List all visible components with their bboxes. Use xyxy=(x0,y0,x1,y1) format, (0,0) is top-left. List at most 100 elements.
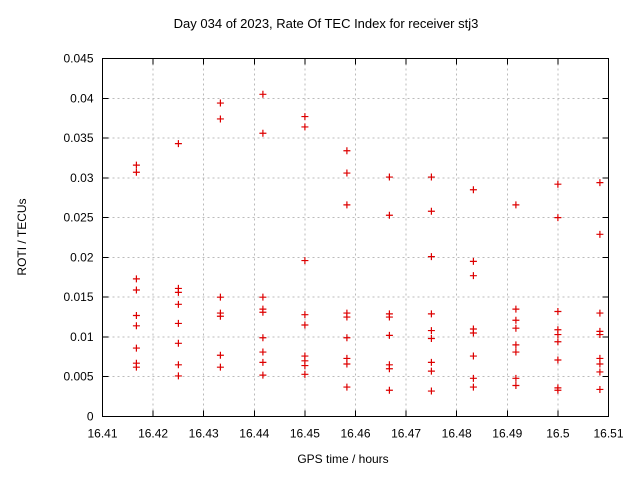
data-point-marker xyxy=(301,123,309,131)
x-tick-label: 16.48 xyxy=(442,427,472,441)
data-point-marker xyxy=(301,321,309,329)
data-point-marker xyxy=(427,358,435,366)
data-point-marker xyxy=(469,186,477,194)
data-point-marker xyxy=(343,169,351,177)
data-point-marker xyxy=(554,307,562,315)
y-tick-label: 0.02 xyxy=(70,250,94,264)
y-axis-label: ROTI / TECUs xyxy=(15,198,29,276)
data-point-marker xyxy=(385,331,393,339)
data-point-marker xyxy=(385,211,393,219)
x-tick-label: 16.43 xyxy=(189,427,219,441)
data-point-marker xyxy=(427,367,435,375)
data-point-marker xyxy=(554,180,562,188)
data-point-marker xyxy=(596,368,604,376)
data-point-marker xyxy=(385,313,393,321)
data-point-marker xyxy=(343,334,351,342)
data-point-marker xyxy=(469,352,477,360)
data-point-marker xyxy=(427,207,435,215)
x-tick-label: 16.44 xyxy=(239,427,269,441)
data-point-marker xyxy=(596,360,604,368)
y-tick-label: 0.04 xyxy=(70,91,94,105)
data-point-marker xyxy=(427,387,435,395)
data-point-marker xyxy=(174,372,182,380)
data-point-marker xyxy=(512,316,520,324)
y-tick-label: 0 xyxy=(87,410,94,424)
data-point-marker xyxy=(132,344,140,352)
data-point-marker xyxy=(385,365,393,373)
data-point-marker xyxy=(596,331,604,339)
y-tick-label: 0.03 xyxy=(70,171,94,185)
data-point-marker xyxy=(259,129,267,137)
data-point-marker xyxy=(132,168,140,176)
y-tick-label: 0.035 xyxy=(63,131,93,145)
data-point-marker xyxy=(174,339,182,347)
data-point-marker xyxy=(132,286,140,294)
data-point-marker xyxy=(469,272,477,280)
y-tick-label: 0.045 xyxy=(63,52,93,66)
y-tick-label: 0.015 xyxy=(63,290,93,304)
data-point-marker xyxy=(174,288,182,296)
plot-border xyxy=(102,58,609,417)
data-point-marker xyxy=(596,309,604,317)
data-point-marker xyxy=(132,311,140,319)
data-point-marker xyxy=(427,173,435,181)
x-tick-label: 16.5 xyxy=(546,427,570,441)
x-tick-label: 16.41 xyxy=(87,427,117,441)
data-point-marker xyxy=(259,348,267,356)
data-point-marker xyxy=(596,179,604,187)
data-point-marker xyxy=(554,338,562,346)
data-point-marker xyxy=(469,374,477,382)
data-point-marker xyxy=(343,313,351,321)
data-point-marker xyxy=(301,362,309,370)
data-point-marker xyxy=(259,293,267,301)
data-point-marker xyxy=(554,356,562,364)
data-point-marker xyxy=(385,386,393,394)
data-point-marker xyxy=(554,386,562,394)
data-point-marker xyxy=(174,319,182,327)
data-point-marker xyxy=(512,348,520,356)
data-point-marker xyxy=(554,214,562,222)
data-point-marker xyxy=(343,360,351,368)
data-point-marker xyxy=(174,140,182,148)
data-point-marker xyxy=(174,361,182,369)
data-point-marker xyxy=(427,310,435,318)
data-point-marker xyxy=(385,173,393,181)
x-tick-label: 16.51 xyxy=(593,427,623,441)
y-tick-label: 0.025 xyxy=(63,211,93,225)
x-tick-label: 16.45 xyxy=(290,427,320,441)
data-point-marker xyxy=(216,293,224,301)
data-point-marker xyxy=(596,385,604,393)
data-point-marker xyxy=(512,324,520,332)
data-point-marker xyxy=(259,308,267,316)
data-point-marker xyxy=(216,351,224,359)
data-point-marker xyxy=(343,383,351,391)
y-tick-label: 0.01 xyxy=(70,330,94,344)
data-point-marker xyxy=(512,374,520,382)
data-point-marker xyxy=(259,371,267,379)
data-point-marker xyxy=(259,334,267,342)
data-point-marker xyxy=(512,305,520,313)
data-point-marker xyxy=(132,322,140,330)
data-point-marker xyxy=(216,363,224,371)
x-tick-label: 16.46 xyxy=(340,427,370,441)
data-point-marker xyxy=(301,311,309,319)
data-point-marker xyxy=(259,90,267,98)
x-axis-label: GPS time / hours xyxy=(297,452,389,466)
data-point-marker xyxy=(343,201,351,209)
data-point-marker xyxy=(469,329,477,337)
data-point-marker xyxy=(174,300,182,308)
x-tick-label: 16.47 xyxy=(391,427,421,441)
data-point-marker xyxy=(512,341,520,349)
data-point-marker xyxy=(512,381,520,389)
x-tick-label: 16.42 xyxy=(138,427,168,441)
data-point-marker xyxy=(554,331,562,339)
data-point-marker xyxy=(132,161,140,169)
data-point-marker xyxy=(301,370,309,378)
data-point-marker xyxy=(216,115,224,123)
data-point-marker xyxy=(596,230,604,238)
data-point-marker xyxy=(132,363,140,371)
data-point-marker xyxy=(427,327,435,335)
chart-title: Day 034 of 2023, Rate Of TEC Index for r… xyxy=(173,16,479,31)
